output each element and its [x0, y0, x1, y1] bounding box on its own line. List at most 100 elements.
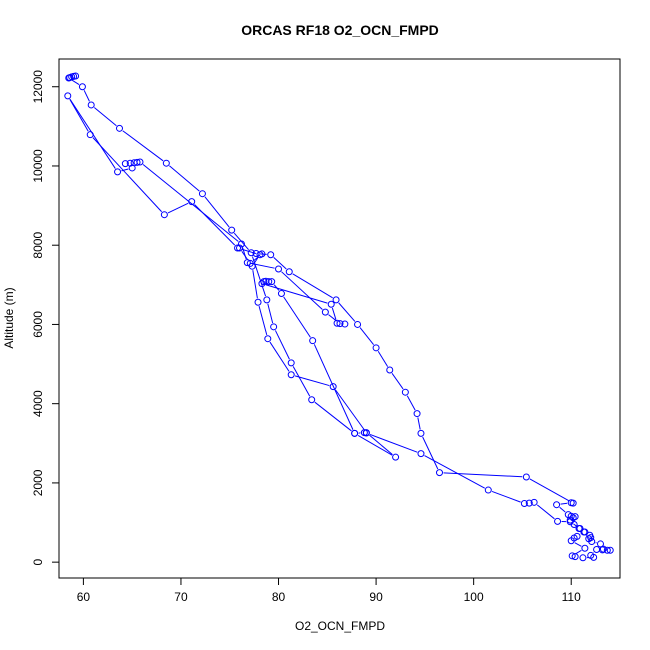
data-point [417, 429, 425, 437]
data-point [522, 473, 530, 481]
series-line-segment [83, 90, 90, 102]
series-line-segment [92, 137, 163, 213]
data-point [321, 308, 329, 316]
data-point [115, 124, 123, 132]
y-tick-label: 0 [31, 558, 45, 565]
data-point [243, 259, 251, 267]
data-point [586, 531, 594, 539]
series-line-segment [422, 436, 439, 470]
x-tick-label: 80 [272, 590, 286, 604]
series-line-segment [369, 434, 393, 455]
data-point [198, 190, 206, 198]
series-line-segment [335, 389, 365, 430]
series-line-segment [536, 504, 555, 520]
series-line-segment [273, 257, 287, 270]
data-point [362, 429, 370, 437]
data-point [372, 344, 380, 352]
data-point [598, 546, 606, 554]
data-point [277, 290, 285, 298]
data-point [569, 499, 577, 507]
data-point [332, 296, 340, 304]
data-point [413, 410, 421, 418]
data-point [287, 359, 295, 367]
series-line-segment [292, 273, 333, 299]
y-axis-title: Altitude (m) [2, 287, 16, 348]
series-line-segment [273, 284, 280, 291]
series-line-segment [204, 196, 230, 228]
data-point [333, 319, 341, 327]
data-point [126, 159, 134, 167]
data-point [520, 500, 528, 508]
data-point [114, 168, 122, 176]
series-line-segment [251, 256, 267, 297]
data-point [606, 546, 614, 554]
data-point [237, 240, 245, 248]
data-point [581, 528, 589, 536]
series-line-segment [274, 330, 290, 360]
x-axis: 60 70 80 90 100 110 [77, 577, 581, 604]
series-line-segment [142, 164, 239, 242]
series-line-segment [391, 372, 404, 390]
series-line-segment [406, 395, 416, 411]
data-point [564, 511, 572, 519]
data-point [599, 545, 607, 553]
data-point [581, 544, 589, 552]
series-line-segment [491, 490, 521, 503]
data-point [78, 83, 86, 91]
data-point [275, 265, 283, 273]
data-point [341, 320, 349, 328]
data-point [571, 553, 579, 561]
y-tick-label: 2000 [31, 469, 45, 496]
series-line-segment [294, 375, 330, 387]
series-line-segment [167, 202, 189, 214]
data-point [570, 521, 578, 529]
series-line-segment [121, 168, 129, 172]
data-point [64, 92, 72, 100]
data-point [268, 278, 276, 286]
data-point [264, 335, 272, 343]
chart-title: ORCAS RF18 O2_OCN_FMPD [241, 22, 439, 38]
data-point [65, 74, 73, 82]
data-point [525, 499, 533, 507]
series-line-segment [443, 472, 523, 478]
x-tick-label: 90 [369, 590, 383, 604]
x-axis-title: O2_OCN_FMPD [295, 619, 385, 633]
series-line-segment [369, 433, 418, 453]
data-point [309, 337, 317, 345]
y-tick-label: 4000 [31, 390, 45, 417]
data-point [354, 320, 362, 328]
data-point [567, 537, 575, 545]
data-point [287, 371, 295, 379]
data-point [575, 524, 583, 532]
data-point [401, 388, 409, 396]
data-point [436, 469, 444, 477]
data-series [64, 72, 614, 562]
series-line-segment [574, 542, 582, 547]
data-point [554, 517, 562, 525]
series-line-segment [338, 302, 356, 322]
series-line-segment [560, 502, 568, 505]
data-point [308, 396, 316, 404]
data-point [235, 244, 243, 252]
data-point [86, 131, 94, 139]
data-point [258, 280, 266, 288]
series-line-segment [573, 523, 577, 527]
data-point [386, 366, 394, 374]
series-line-segment [93, 107, 117, 127]
data-point [234, 244, 242, 252]
data-point [254, 298, 262, 306]
series-line-segment [575, 549, 582, 555]
series-line-segment [328, 314, 338, 322]
series-line-segment [71, 79, 80, 86]
series-line-segment [292, 366, 311, 397]
data-point [553, 501, 561, 509]
x-tick-label: 70 [174, 590, 188, 604]
data-point [327, 300, 335, 308]
data-point [265, 278, 273, 286]
data-point [160, 211, 168, 219]
data-point [285, 268, 293, 276]
y-tick-label: 6000 [31, 311, 45, 338]
series-line-segment [241, 250, 249, 261]
series-line-segment [169, 165, 200, 192]
